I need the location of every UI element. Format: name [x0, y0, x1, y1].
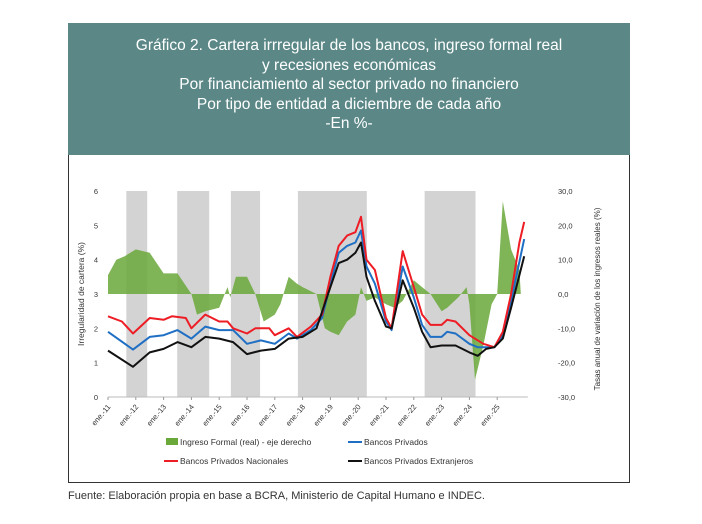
source-note: Fuente: Elaboración propia en base a BCR… — [68, 490, 485, 502]
y-right-tick-label: 20,0 — [558, 221, 573, 230]
y-right-tick-label: -10,0 — [558, 324, 575, 333]
title-line: Gráfico 2. Cartera irrregular de los ban… — [135, 37, 563, 54]
x-tick-label: ene.-23 — [423, 403, 446, 428]
title-line: -En %- — [325, 115, 373, 132]
y-tick-label: 6 — [94, 187, 98, 196]
x-tick-label: ene.-21 — [367, 403, 390, 428]
x-tick-label: ene.-20 — [339, 403, 362, 428]
legend-label: Bancos Privados Extranjeros — [364, 456, 473, 466]
y-tick-label: 3 — [94, 290, 98, 299]
y-tick-label: 4 — [94, 256, 98, 265]
y-right-axis-label: Tasas anual de variación de los ingresos… — [593, 207, 602, 390]
y-axis-label: Irregularidad de cartera (%) — [76, 242, 86, 346]
legend-label: Bancos Privados Nacionales — [180, 456, 288, 466]
chart-frame — [68, 155, 630, 483]
y-right-tick-label: 10,0 — [558, 256, 573, 265]
y-right-tick-label: -20,0 — [558, 359, 575, 368]
x-tick-label: ene.-24 — [451, 403, 474, 428]
x-tick-label: ene.-25 — [478, 403, 501, 428]
legend-label: Ingreso Formal (real) - eje derecho — [180, 437, 312, 447]
x-tick-label: ene.-12 — [117, 403, 140, 428]
y-right-tick-label: 30,0 — [558, 187, 573, 196]
title-line: Por tipo de entidad a diciembre de cada … — [196, 95, 502, 113]
y-tick-label: 0 — [94, 393, 98, 402]
x-tick-label: ene.-14 — [173, 403, 196, 428]
x-tick-label: ene.-16 — [228, 403, 251, 428]
x-tick-label: ene.-17 — [256, 403, 279, 428]
x-tick-label: ene.-19 — [312, 403, 335, 428]
series-line-bancos-privados-nacionales — [107, 215, 526, 349]
series-line-bancos-privados-extranjeros — [107, 241, 526, 368]
y-tick-label: 1 — [94, 359, 98, 368]
legend-swatch — [166, 438, 178, 445]
y-tick-label: 2 — [94, 324, 98, 333]
title-line: Por financiamiento al sector privado no … — [179, 76, 519, 93]
x-tick-label: ene.-11 — [90, 403, 113, 428]
y-right-tick-label: -30,0 — [558, 393, 575, 402]
x-tick-label: ene.-22 — [395, 403, 418, 428]
y-tick-label: 5 — [94, 221, 98, 230]
chart-title-banner: Gráfico 2. Cartera irrregular de los ban… — [68, 23, 630, 155]
x-tick-label: ene.-13 — [145, 403, 168, 428]
series-line-bancos-privados — [107, 229, 526, 351]
title-line: y recesiones económicas — [261, 56, 437, 74]
legend-label: Bancos Privados — [364, 437, 428, 447]
y-right-tick-label: 0,0 — [558, 290, 568, 299]
x-tick-label: ene.-15 — [200, 403, 223, 428]
x-tick-label: ene.-18 — [284, 403, 307, 428]
